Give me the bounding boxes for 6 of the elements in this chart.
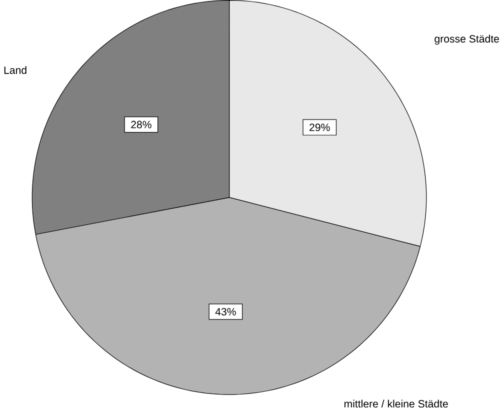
slice-label: grosse Städte [434,34,499,45]
data-label: 43% [215,308,236,316]
slice-label: Land [4,66,26,74]
data-label: 28% [131,120,152,128]
data-label: 29% [310,124,330,132]
slice-label: mittlere / kleine Städte [344,400,448,408]
